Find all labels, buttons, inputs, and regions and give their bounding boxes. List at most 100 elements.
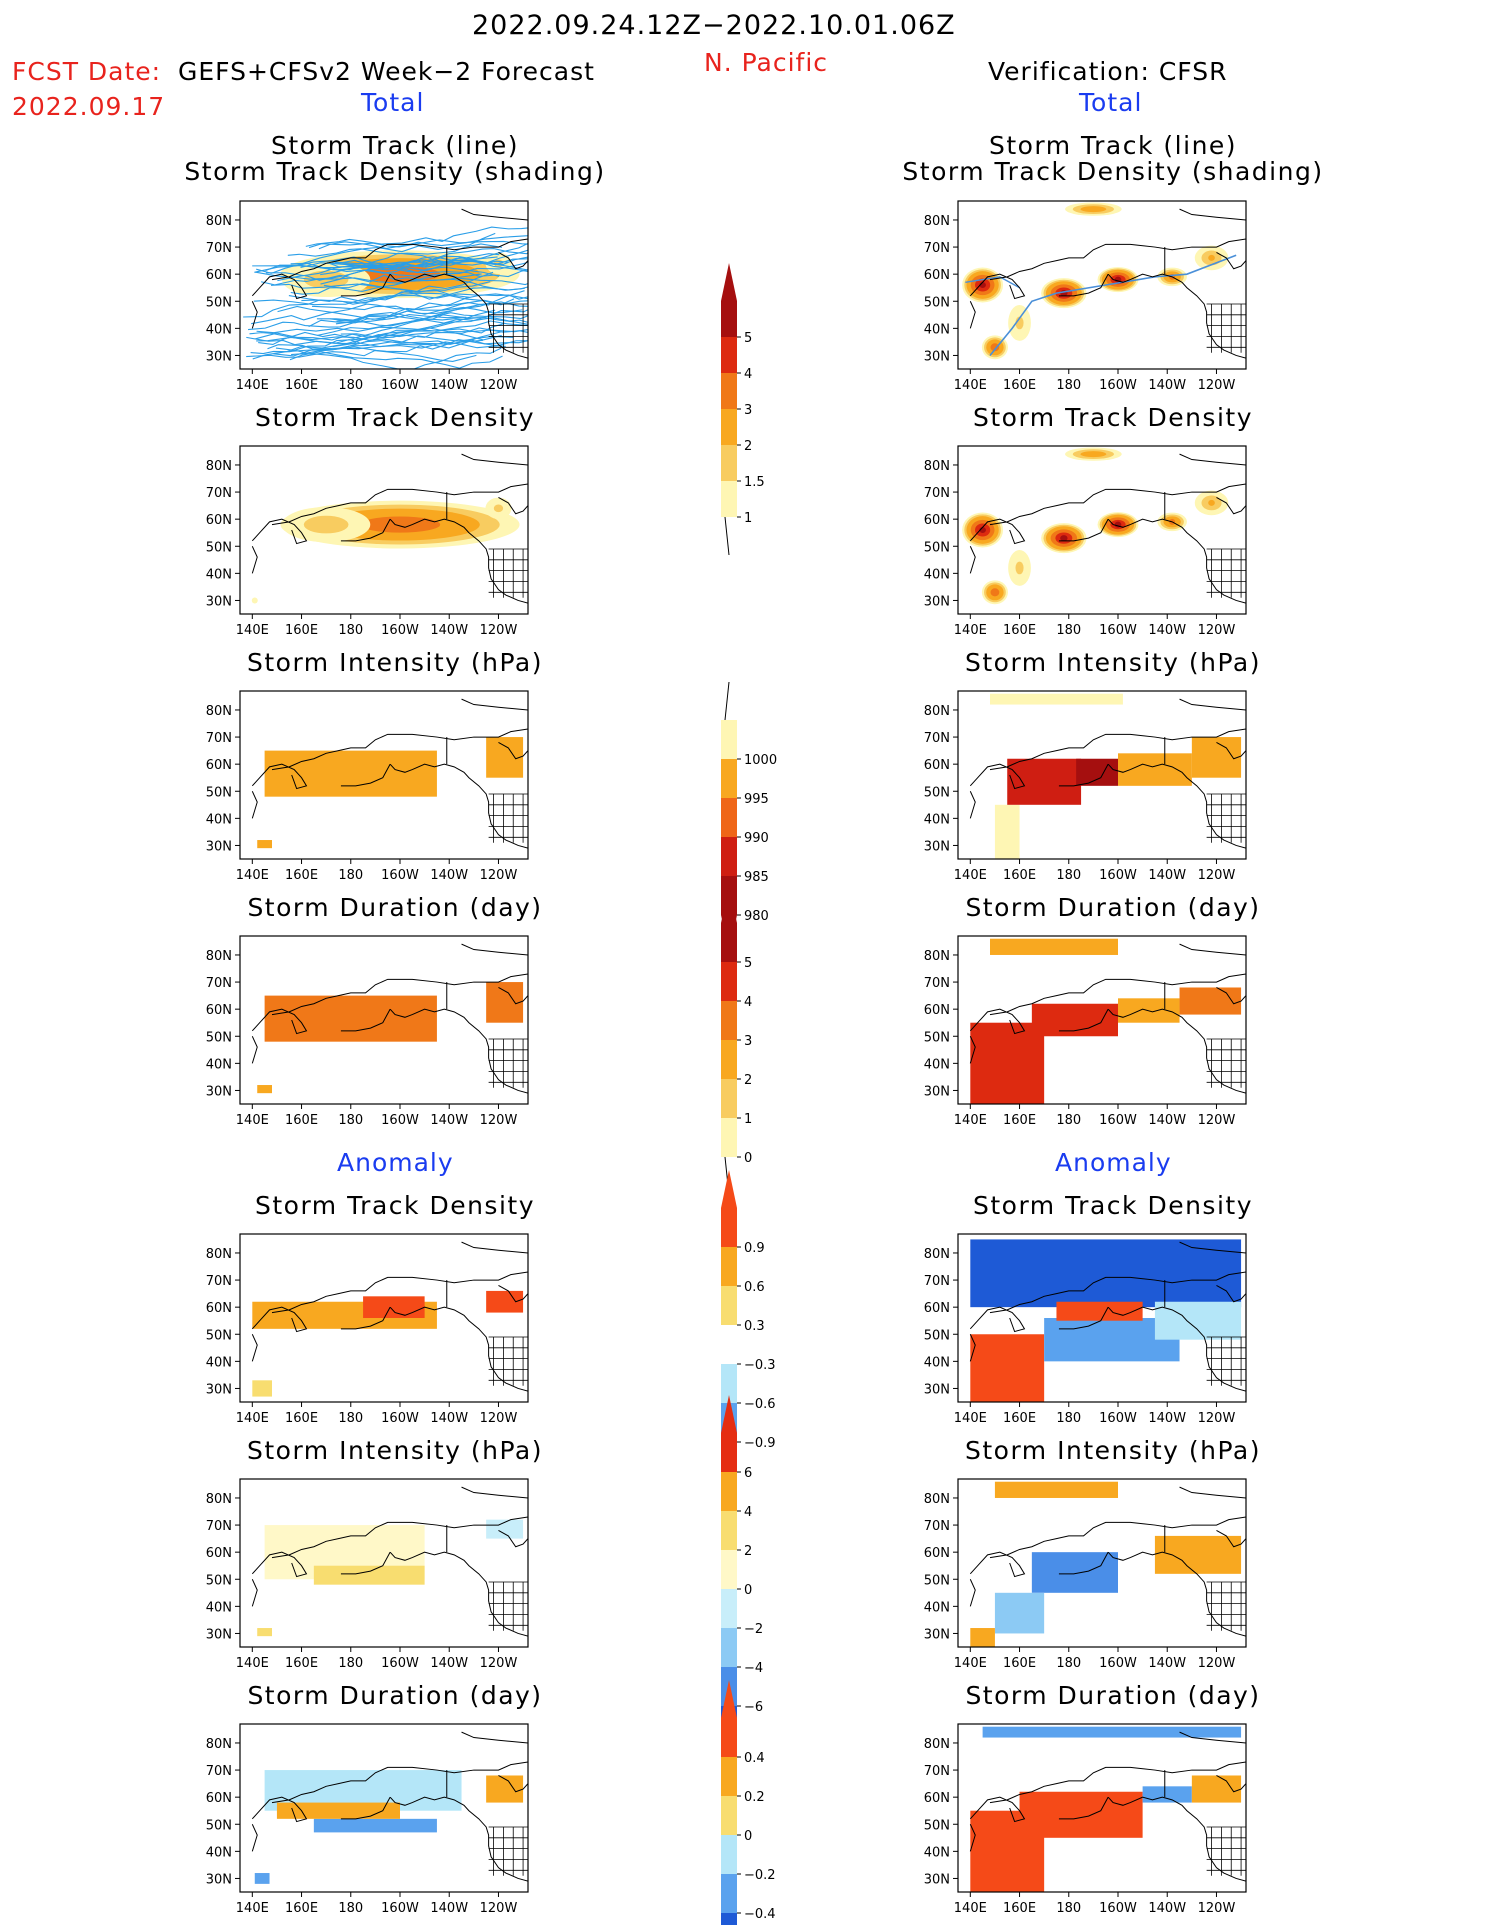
storm-track-line <box>305 226 528 247</box>
lat-tick-label: 40N <box>206 1057 232 1072</box>
coastline <box>251 791 258 819</box>
lat-tick-label: 80N <box>924 1737 950 1752</box>
storm-track-line <box>320 261 528 285</box>
lat-tick-label: 30N <box>206 349 232 364</box>
colorbar-label: 3 <box>744 403 752 418</box>
colorbar-label: 3 <box>744 1034 752 1049</box>
colorbar-label: −0.4 <box>744 1907 776 1922</box>
lon-tick-label: 140W <box>1148 1411 1186 1426</box>
lat-tick-label: 50N <box>924 1328 950 1343</box>
lon-tick-label: 160W <box>381 623 419 638</box>
colorbar-swatch <box>721 337 737 373</box>
lat-tick-label: 80N <box>924 704 950 719</box>
lat-tick-label: 40N <box>924 1057 950 1072</box>
coastline <box>1058 1551 1109 1575</box>
colorbar-swatch <box>721 301 737 337</box>
left-anomaly-label: Anomaly <box>337 1148 454 1177</box>
coastline <box>1216 987 1246 1005</box>
storm-track-line <box>340 309 528 339</box>
panel-title-anom-duration-right: Storm Duration (day) <box>965 1681 1261 1710</box>
coastline <box>498 1530 528 1548</box>
coastline <box>271 973 528 1016</box>
coastline <box>969 1551 1026 1578</box>
lat-tick-label: 60N <box>206 758 232 773</box>
lon-tick-label: 180 <box>1056 1113 1081 1128</box>
coastline <box>969 301 976 329</box>
storm-track-line <box>246 336 484 349</box>
coastline <box>969 1796 1026 1823</box>
colorbar-top-arrow <box>721 1395 737 1433</box>
colorbar-swatch <box>721 1118 737 1157</box>
colorbar-label: 0.9 <box>744 1241 765 1256</box>
lon-tick-label: 160W <box>1099 868 1137 883</box>
lon-tick-label: 140E <box>236 1411 269 1426</box>
data-cell-region <box>1007 758 1082 805</box>
lon-tick-label: 160E <box>285 1656 318 1671</box>
period-title: 2022.09.24.12Z−2022.10.01.06Z <box>472 10 956 41</box>
lon-tick-label: 140W <box>1148 1113 1186 1128</box>
colorbar-swatch <box>721 1208 737 1247</box>
coastline <box>251 518 308 545</box>
lon-tick-label: 140E <box>236 378 269 393</box>
colorbar-swatch <box>721 1835 737 1874</box>
colorbar-label: 5 <box>744 956 752 971</box>
coastline <box>969 763 1026 790</box>
storm-track-line <box>331 258 528 272</box>
lat-tick-label: 40N <box>206 812 232 827</box>
lat-tick-label: 70N <box>924 1519 950 1534</box>
colorbar-swatch <box>721 481 737 517</box>
lat-tick-label: 30N <box>924 1872 950 1887</box>
lon-tick-label: 180 <box>338 1656 363 1671</box>
colorbar-swatch <box>721 1079 737 1118</box>
storm-track-line <box>308 239 528 249</box>
lat-tick-label: 40N <box>206 1600 232 1615</box>
colorbar-swatch <box>721 1001 737 1040</box>
lat-tick-label: 70N <box>924 241 950 256</box>
colorbar-duration: 5 4 3 2 1 0 <box>721 885 752 1196</box>
map-panel-11: 80N 70N 60N 50N 40N 30N 140E 160E 180 160W 140W 120… <box>924 1478 1247 1671</box>
map-frame <box>239 445 529 615</box>
lat-tick-label: 60N <box>206 1003 232 1018</box>
coastline <box>389 1008 528 1094</box>
lat-tick-label: 70N <box>924 1764 950 1779</box>
coastline <box>271 1761 528 1804</box>
coastline <box>989 728 1246 771</box>
coastline <box>989 1516 1246 1559</box>
map-panel-12: 80N 70N 60N 50N 40N 30N 140E 160E 180 160W 140W 120… <box>206 1723 529 1916</box>
density-blob <box>493 504 504 513</box>
colorbar-label: 2 <box>744 439 752 454</box>
fcst-date-label: FCST Date: <box>12 57 162 86</box>
colorbar-swatch <box>721 962 737 1001</box>
colorbar-label: 6 <box>744 1466 752 1481</box>
coastline <box>498 252 528 270</box>
lat-tick-label: 50N <box>924 1818 950 1833</box>
map-panel-2: 80N 70N 60N 50N 40N 30N 140E 160E 180 160W 140W 120… <box>206 445 529 638</box>
colorbar-label: −4 <box>744 1661 763 1676</box>
lat-tick-label: 70N <box>924 486 950 501</box>
lat-tick-label: 60N <box>924 1301 950 1316</box>
lat-tick-label: 40N <box>924 567 950 582</box>
storm-track-line <box>254 253 500 273</box>
coastline <box>389 763 528 849</box>
lon-tick-label: 160E <box>285 1411 318 1426</box>
colorbar-label: 2 <box>744 1544 752 1559</box>
map-frame <box>239 1233 529 1403</box>
colorbar-label: 0.3 <box>744 1319 765 1334</box>
lat-tick-label: 30N <box>924 1627 950 1642</box>
lat-tick-label: 30N <box>206 1627 232 1642</box>
lat-tick-label: 80N <box>206 214 232 229</box>
lon-tick-label: 160E <box>285 1113 318 1128</box>
coastline <box>251 1579 258 1607</box>
data-cell-region <box>1142 1786 1192 1803</box>
colorbar-label: 1 <box>744 511 752 526</box>
colorbar-swatch <box>721 1433 737 1472</box>
lon-tick-label: 180 <box>1056 1901 1081 1916</box>
colorbar-top-arrow <box>721 263 737 301</box>
left-total-label: Total <box>361 88 425 117</box>
lon-tick-label: 140W <box>430 868 468 883</box>
density-blob <box>990 343 1000 352</box>
colorbar-swatch <box>721 445 737 481</box>
coastline <box>498 742 528 760</box>
storm-track-line <box>329 311 528 323</box>
data-cell-region <box>1076 758 1118 786</box>
